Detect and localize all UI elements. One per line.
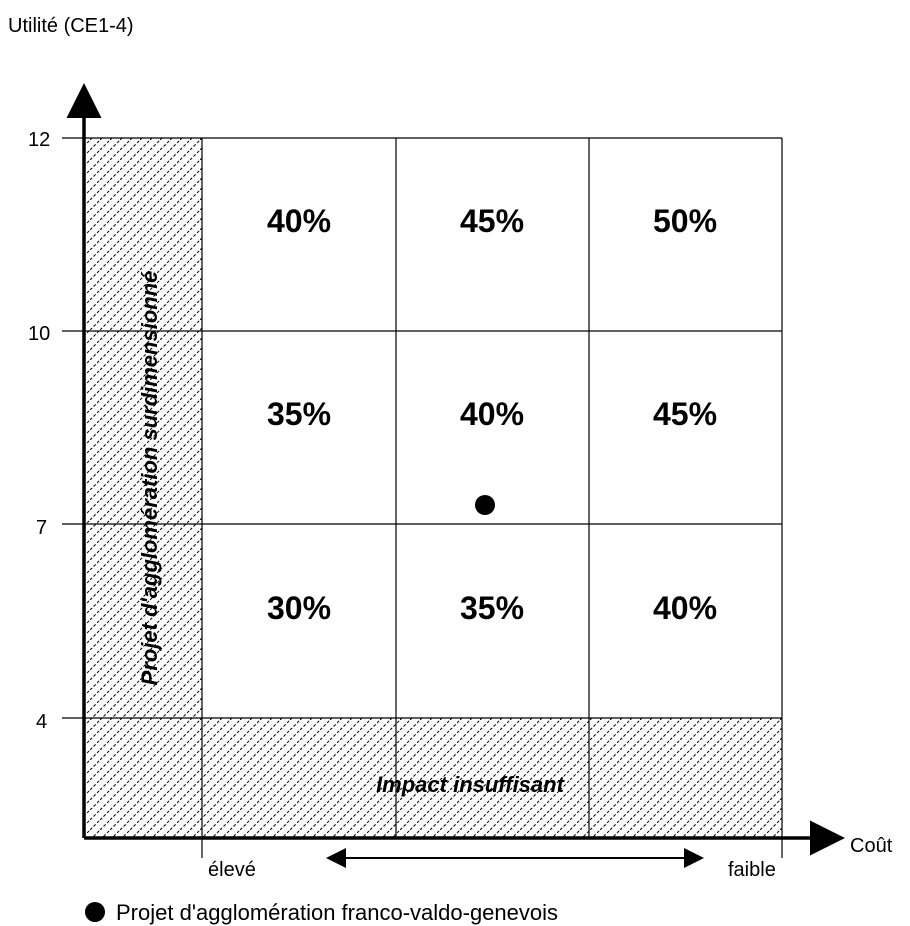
hatched-zone-bottom bbox=[202, 718, 782, 838]
x-tick-low-cost: faible bbox=[728, 859, 776, 881]
oversized-zone-label: Projet d'agglomération surdimensionné bbox=[137, 271, 162, 686]
hatched-zone-left bbox=[84, 138, 202, 838]
y-tick-12: 12 bbox=[28, 129, 50, 151]
y-axis-title: Utilité (CE1-4) bbox=[8, 15, 134, 37]
insufficient-impact-label: Impact insuffisant bbox=[376, 772, 566, 797]
grid bbox=[62, 137, 783, 858]
cell-value: 40% bbox=[653, 590, 717, 626]
cell-value: 35% bbox=[267, 396, 331, 432]
legend-marker bbox=[85, 902, 105, 922]
x-axis-title: Coût bbox=[850, 835, 893, 857]
legend-label: Projet d'agglomération franco-valdo-gene… bbox=[116, 900, 558, 925]
y-tick-7: 7 bbox=[36, 517, 47, 539]
y-tick-4: 4 bbox=[36, 711, 47, 733]
cell-value: 40% bbox=[267, 203, 331, 239]
project-marker bbox=[475, 495, 495, 515]
cell-value: 35% bbox=[460, 590, 524, 626]
cell-value: 40% bbox=[460, 396, 524, 432]
cell-value: 45% bbox=[653, 396, 717, 432]
x-tick-high-cost: élevé bbox=[208, 859, 256, 881]
y-tick-10: 10 bbox=[28, 323, 50, 345]
cell-value: 45% bbox=[460, 203, 524, 239]
cell-value: 50% bbox=[653, 203, 717, 239]
cell-value: 30% bbox=[267, 590, 331, 626]
